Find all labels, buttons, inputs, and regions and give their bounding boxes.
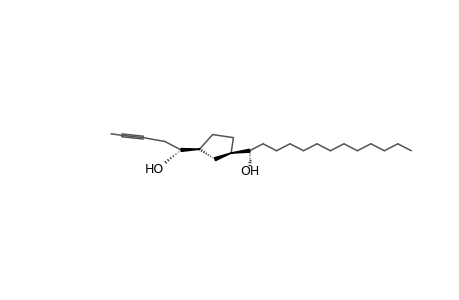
- Polygon shape: [214, 153, 231, 160]
- Text: OH: OH: [240, 165, 259, 178]
- Polygon shape: [230, 149, 249, 153]
- Text: HO: HO: [145, 163, 164, 176]
- Polygon shape: [181, 148, 199, 152]
